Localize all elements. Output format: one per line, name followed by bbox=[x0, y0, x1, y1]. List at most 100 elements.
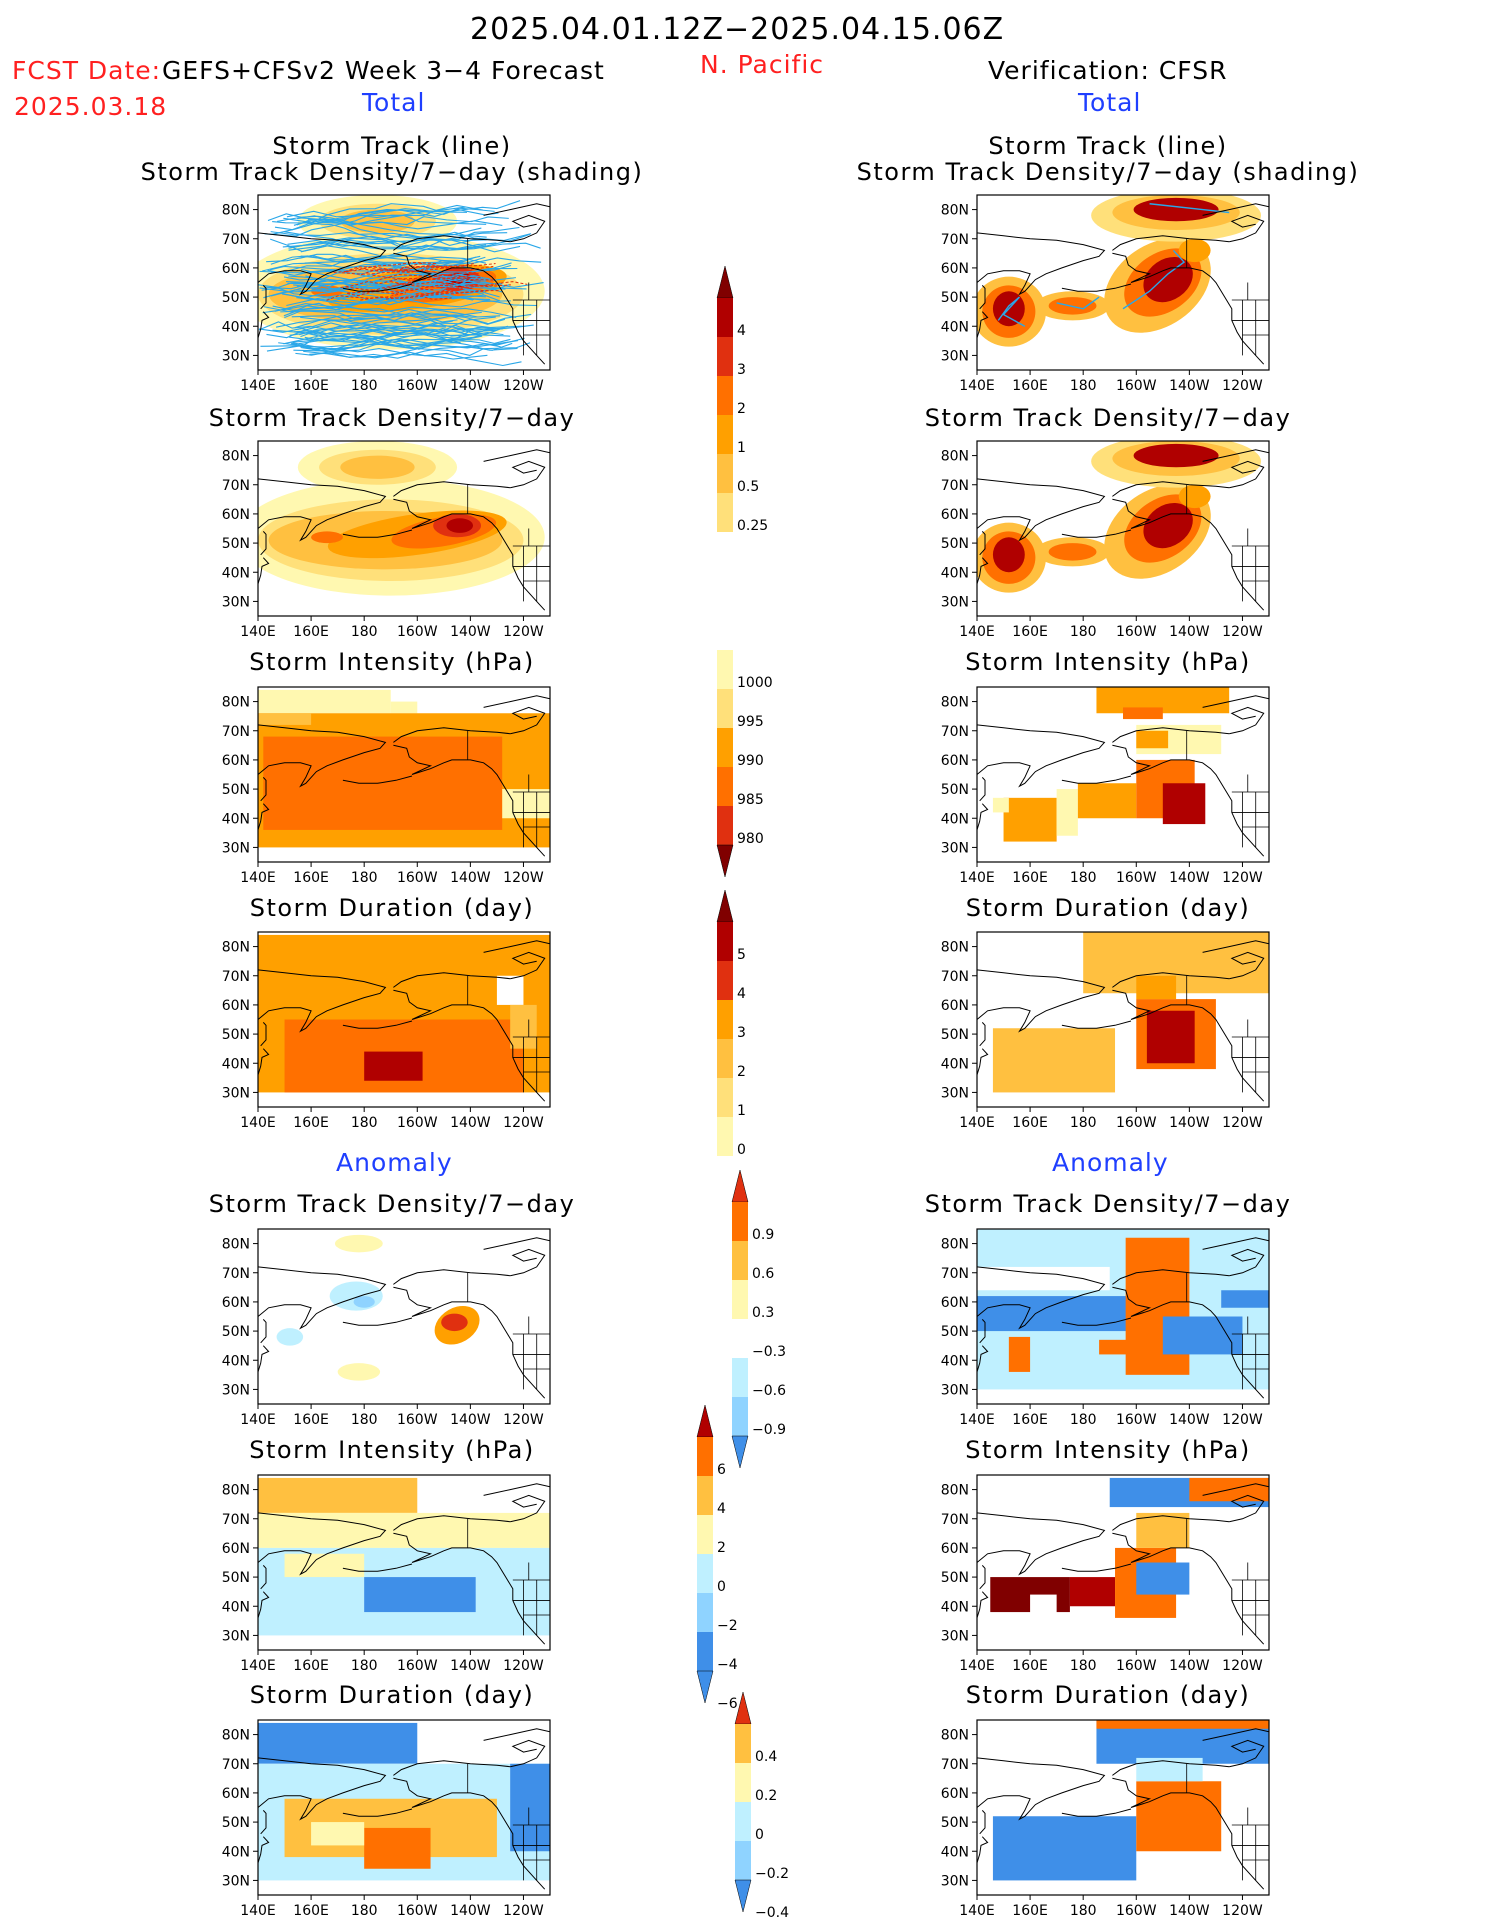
coastline bbox=[393, 1532, 546, 1645]
lon-tick-label: 180 bbox=[1070, 1903, 1097, 1919]
lon-tick-label: 180 bbox=[351, 870, 378, 886]
colorbar-label: 980 bbox=[737, 831, 764, 847]
colorbar-segment bbox=[717, 728, 733, 767]
colorbar-label: 0 bbox=[717, 1579, 726, 1595]
lon-tick-label: 140E bbox=[959, 1903, 995, 1919]
map-frame bbox=[257, 931, 551, 1108]
storm-track-line bbox=[300, 239, 521, 253]
lat-tick-label: 40N bbox=[941, 1056, 969, 1072]
lat-tick-label: 30N bbox=[941, 1628, 969, 1644]
coastline bbox=[1061, 1020, 1132, 1029]
coastline bbox=[258, 232, 387, 296]
lon-tick-label: 180 bbox=[351, 1115, 378, 1131]
fcst-date: 2025.03.18 bbox=[14, 92, 168, 121]
field-cell bbox=[1077, 783, 1137, 819]
lat-tick-label: 30N bbox=[941, 1085, 969, 1101]
colorbar-label: −0.9 bbox=[752, 1422, 786, 1438]
lon-tick-label: 160W bbox=[397, 624, 438, 640]
map-frame bbox=[976, 1228, 1270, 1405]
storm-track-line bbox=[294, 317, 506, 329]
lon-tick-label: 160W bbox=[1116, 624, 1157, 640]
colorbar-label: 0.25 bbox=[737, 518, 768, 534]
lat-tick-label: 30N bbox=[222, 1628, 250, 1644]
colorbar-segment bbox=[697, 1476, 713, 1515]
lon-tick-label: 120W bbox=[503, 1412, 544, 1428]
lat-tick-label: 50N bbox=[941, 1324, 969, 1340]
panel-title: Storm Duration (day) bbox=[965, 894, 1251, 922]
coastline bbox=[1112, 727, 1230, 743]
coastline bbox=[258, 1266, 387, 1330]
colorbar-label: −0.2 bbox=[755, 1866, 789, 1882]
colorbar-segment bbox=[717, 767, 733, 806]
colorbar-arrow bbox=[716, 265, 734, 299]
colorbar-label: 4 bbox=[737, 986, 746, 1002]
field-cell bbox=[263, 736, 503, 830]
lon-tick-label: 160E bbox=[293, 624, 329, 640]
coastline bbox=[483, 1728, 550, 1741]
lon-tick-label: 140W bbox=[1169, 1658, 1210, 1674]
coastline bbox=[1202, 1237, 1269, 1250]
colorbar-label: 0.3 bbox=[752, 1305, 774, 1321]
colorbar-arrow bbox=[731, 1435, 749, 1469]
panel-title: Storm Track Density/7−day (shading) bbox=[856, 158, 1360, 186]
coastline bbox=[258, 311, 270, 339]
colorbar-label: 995 bbox=[737, 714, 764, 730]
lon-tick-label: 140E bbox=[959, 870, 995, 886]
coastline bbox=[1061, 1317, 1132, 1326]
coastline bbox=[510, 214, 546, 243]
colorbar-label: 1000 bbox=[737, 675, 773, 691]
map-field bbox=[977, 687, 1269, 862]
colorbar-segment bbox=[732, 1397, 748, 1436]
lat-tick-label: 80N bbox=[222, 449, 250, 465]
coastline bbox=[258, 478, 387, 542]
colorbar-label: 0 bbox=[737, 1142, 746, 1158]
lon-tick-label: 140E bbox=[240, 1658, 276, 1674]
coastline bbox=[1202, 1483, 1269, 1496]
lat-tick-label: 50N bbox=[941, 782, 969, 798]
lon-tick-label: 180 bbox=[1070, 378, 1097, 394]
lat-tick-label: 60N bbox=[222, 753, 250, 769]
coastline bbox=[260, 1565, 267, 1590]
coastline bbox=[979, 1022, 986, 1047]
lat-tick-label: 70N bbox=[941, 724, 969, 740]
coastline bbox=[260, 1022, 267, 1047]
lon-tick-label: 160W bbox=[1116, 1115, 1157, 1131]
lon-tick-label: 160E bbox=[1012, 378, 1048, 394]
colorbar-arrow bbox=[696, 1670, 714, 1704]
lon-tick-label: 140W bbox=[450, 870, 491, 886]
field-cell bbox=[510, 1763, 550, 1852]
field-cell bbox=[992, 1816, 1137, 1881]
panel-title: Storm Duration (day) bbox=[249, 1681, 535, 1709]
coastline bbox=[260, 1810, 267, 1835]
storm-track-line bbox=[1122, 249, 1186, 310]
field-cell bbox=[1136, 1562, 1190, 1595]
coastline bbox=[258, 1757, 387, 1821]
colorbar-label: 0.4 bbox=[755, 1749, 777, 1765]
storm-track-line bbox=[415, 290, 501, 295]
panel-title: Storm Intensity (hPa) bbox=[965, 1436, 1251, 1464]
coastline bbox=[258, 1836, 270, 1864]
storm-track-line bbox=[276, 214, 487, 227]
storm-track-line bbox=[258, 317, 441, 334]
lat-tick-label: 80N bbox=[941, 1728, 969, 1744]
coastline bbox=[483, 695, 550, 708]
lon-tick-label: 160W bbox=[1116, 870, 1157, 886]
coastline bbox=[342, 1808, 413, 1817]
panel-title: Storm Track Density/7−day bbox=[924, 1190, 1292, 1218]
storm-track-line bbox=[287, 239, 497, 251]
colorbar-label: −0.6 bbox=[752, 1383, 786, 1399]
lat-tick-label: 60N bbox=[941, 753, 969, 769]
coastline bbox=[1202, 940, 1269, 953]
storm-track-line bbox=[274, 223, 453, 238]
coastline bbox=[1229, 951, 1265, 980]
lon-tick-label: 140W bbox=[1169, 624, 1210, 640]
lon-tick-label: 120W bbox=[503, 1115, 544, 1131]
lon-tick-label: 160E bbox=[1012, 624, 1048, 640]
coastline bbox=[510, 1739, 546, 1768]
lon-tick-label: 160W bbox=[397, 870, 438, 886]
field-cell bbox=[1096, 1720, 1269, 1729]
lat-tick-label: 50N bbox=[941, 1570, 969, 1586]
lon-tick-label: 140E bbox=[240, 1115, 276, 1131]
lon-tick-label: 140W bbox=[450, 1903, 491, 1919]
